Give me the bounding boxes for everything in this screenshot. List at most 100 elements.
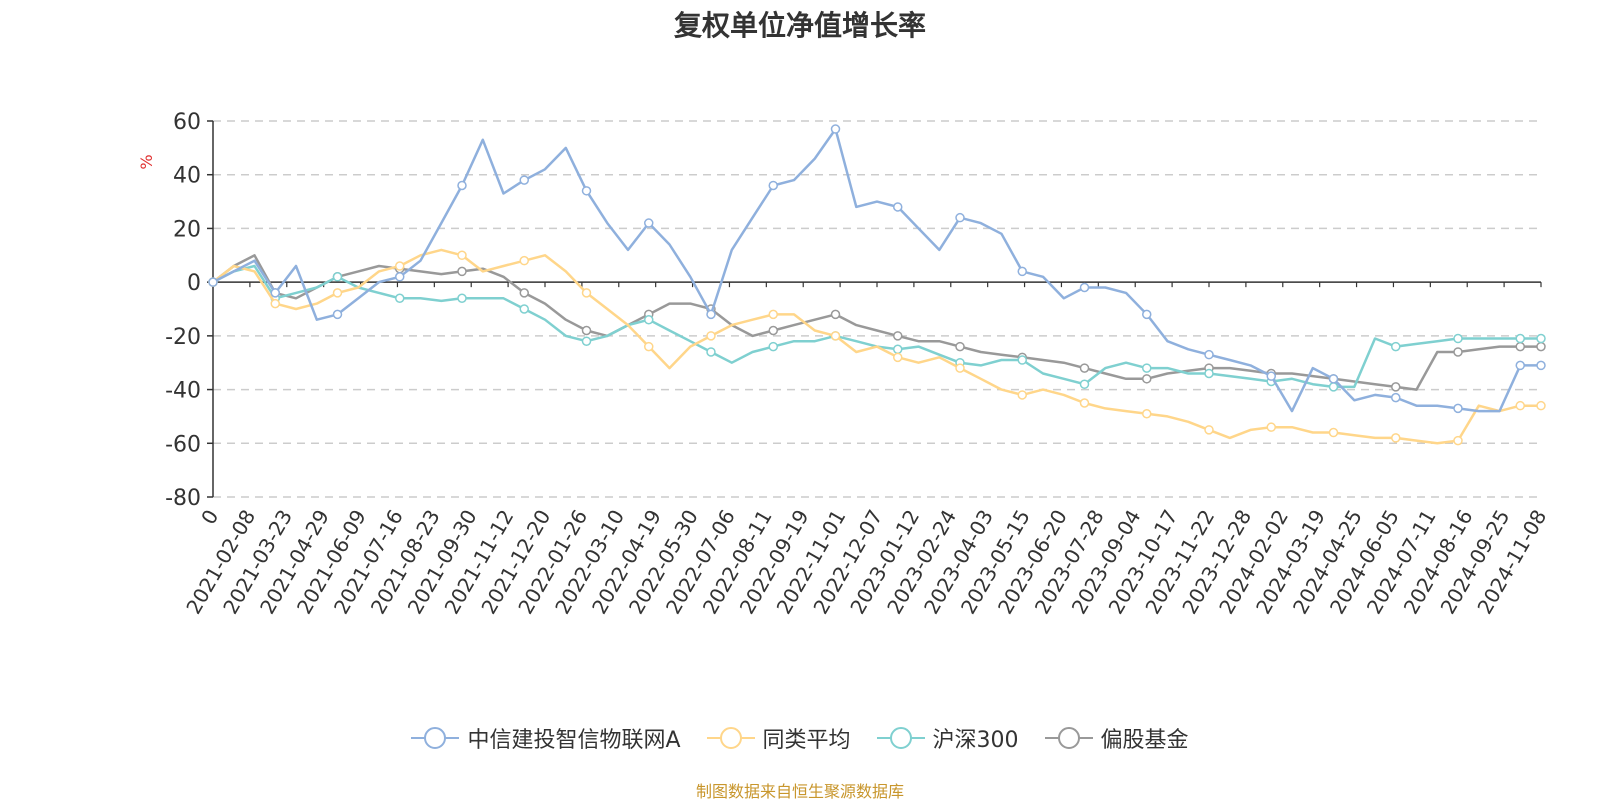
data-point xyxy=(1328,382,1339,392)
data-point xyxy=(1079,379,1090,389)
data-point xyxy=(1536,400,1546,411)
data-point xyxy=(1515,400,1525,411)
grid-lines xyxy=(213,120,1541,498)
data-point xyxy=(1266,422,1276,432)
data-point xyxy=(395,293,405,304)
data-point xyxy=(893,352,903,363)
data-point xyxy=(1453,347,1463,357)
data-point xyxy=(457,293,467,304)
data-point xyxy=(644,341,654,352)
data-point xyxy=(1204,368,1214,379)
data-point xyxy=(1453,333,1463,344)
data-point xyxy=(1204,425,1214,435)
data-point xyxy=(1017,355,1027,365)
legend-label: 中信建投智信物联网A xyxy=(467,728,681,753)
data-point xyxy=(1391,433,1401,443)
data-point xyxy=(581,336,592,346)
tick-labels: 6040200-20-40-60-8002021-02-082021-03-23… xyxy=(165,110,1551,618)
data-point xyxy=(1079,398,1090,408)
data-point xyxy=(893,344,903,355)
data-point xyxy=(1142,374,1152,384)
y-tick-label: 60 xyxy=(173,110,201,135)
data-point xyxy=(1453,403,1463,414)
data-point xyxy=(581,325,592,336)
data-point xyxy=(955,212,965,223)
data-point xyxy=(332,288,343,298)
data-point xyxy=(1204,349,1214,360)
data-point xyxy=(830,309,841,320)
legend-label: 沪深300 xyxy=(932,728,1019,753)
data-point xyxy=(706,331,716,341)
legend-item[interactable]: 中信建投智信物联网A xyxy=(411,722,681,754)
legend-label: 同类平均 xyxy=(762,728,851,753)
legend-item[interactable]: 沪深300 xyxy=(876,722,1019,754)
data-point xyxy=(519,255,529,266)
data-point xyxy=(893,202,903,212)
data-point xyxy=(1453,435,1463,446)
data-point xyxy=(1017,266,1027,277)
data-point xyxy=(270,288,280,298)
legend-label: 偏股基金 xyxy=(1100,728,1189,753)
data-point xyxy=(768,341,778,352)
data-point xyxy=(457,266,467,277)
legend-item[interactable]: 偏股基金 xyxy=(1044,722,1189,754)
data-point xyxy=(1536,333,1546,344)
data-point xyxy=(768,325,778,336)
data-point xyxy=(581,288,592,298)
data-point xyxy=(955,363,965,373)
data-point xyxy=(644,314,654,325)
data-point xyxy=(1142,363,1152,373)
data-point xyxy=(1391,382,1401,392)
legend-line-icon xyxy=(411,727,460,749)
y-tick-label: 20 xyxy=(173,217,201,242)
data-point xyxy=(519,175,529,185)
data-point xyxy=(768,180,778,191)
y-tick-label: -80 xyxy=(165,486,201,511)
axes xyxy=(207,120,1542,498)
data-point xyxy=(457,180,467,191)
legend-item[interactable]: 同类平均 xyxy=(706,722,851,754)
data-point xyxy=(457,250,467,261)
data-point xyxy=(1266,371,1276,381)
data-point xyxy=(768,309,778,320)
y-tick-label: -40 xyxy=(165,379,201,404)
data-point xyxy=(1515,333,1525,344)
series-line xyxy=(212,127,1541,413)
data-point xyxy=(706,309,716,320)
data-point xyxy=(1515,360,1525,371)
data-point xyxy=(1142,408,1152,419)
data-point xyxy=(1079,363,1090,373)
y-tick-label: 0 xyxy=(187,271,201,296)
data-point xyxy=(1391,392,1401,403)
data-point xyxy=(1391,341,1401,352)
x-tick-label: 0 xyxy=(196,506,223,529)
data-point xyxy=(1515,341,1525,352)
data-point xyxy=(893,331,903,341)
data-point xyxy=(332,309,343,320)
data-point xyxy=(270,298,280,309)
data-point xyxy=(1536,360,1546,371)
chart-title: 复权单位净值增长率 xyxy=(673,9,926,42)
legend-line-icon xyxy=(706,727,755,749)
data-point xyxy=(208,277,218,287)
data-point xyxy=(830,331,841,341)
data-point xyxy=(395,261,405,271)
data-point xyxy=(1017,390,1027,400)
data-point xyxy=(644,218,654,228)
data-point xyxy=(1328,427,1339,438)
data-point xyxy=(955,341,965,352)
source-note: 制图数据来自恒生聚源数据库 xyxy=(695,782,904,801)
y-tick-label: -20 xyxy=(165,325,201,350)
y-tick-label: 40 xyxy=(173,164,201,189)
data-point xyxy=(519,288,529,298)
data-point xyxy=(581,186,592,196)
series-line xyxy=(212,248,1541,445)
legend-line-icon xyxy=(876,727,925,749)
legend: 中信建投智信物联网A 同类平均 沪深300 偏股基金 xyxy=(0,722,1600,754)
series-line xyxy=(212,254,1541,391)
y-axis-label: % xyxy=(137,154,156,169)
y-tick-label: -60 xyxy=(165,432,201,457)
data-point xyxy=(332,272,343,282)
data-point xyxy=(519,304,529,314)
